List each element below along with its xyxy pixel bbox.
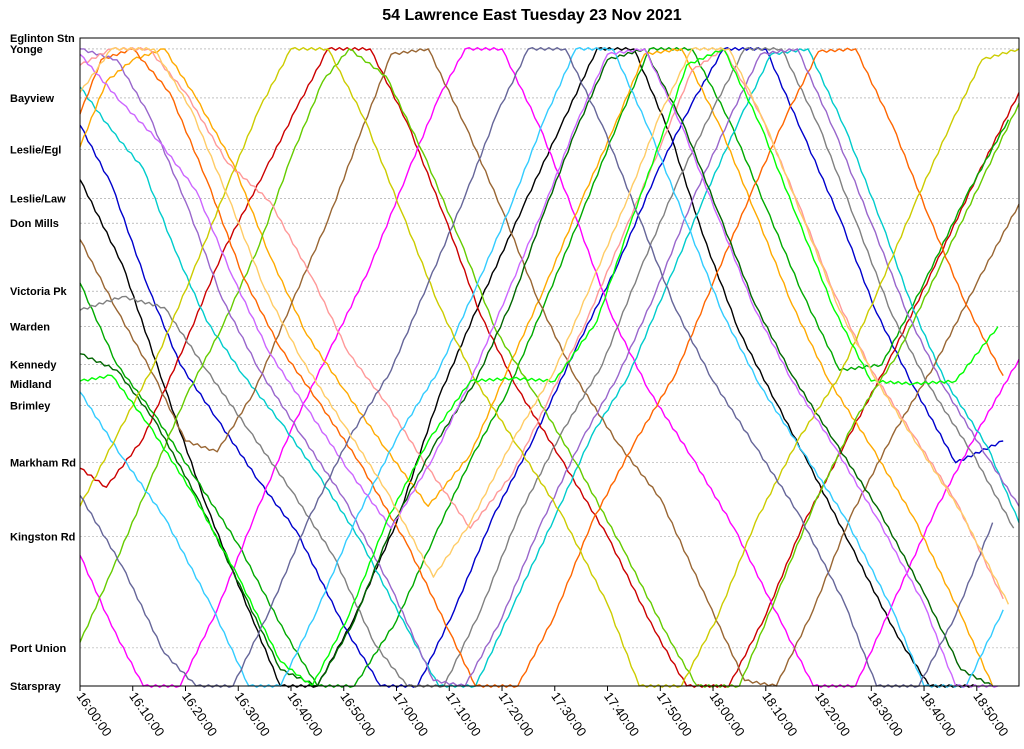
- vehicle-trip-line: [79, 47, 1004, 688]
- time-tick-label: 16:10:00: [126, 689, 167, 739]
- chart-title: 54 Lawrence East Tuesday 23 Nov 2021: [382, 7, 682, 24]
- time-tick-label: 17:50:00: [654, 689, 695, 739]
- vehicle-trip-line: [79, 48, 994, 687]
- stop-label: Eglinton Stn: [10, 33, 75, 45]
- vehicle-trip-line: [79, 47, 1020, 688]
- time-tick-label: 18:20:00: [812, 689, 853, 739]
- stop-label: Starspray: [10, 681, 62, 693]
- stop-label: Victoria Pk: [10, 286, 68, 298]
- stop-label: Brimley: [10, 401, 51, 413]
- vehicle-trip-line: [79, 47, 1015, 688]
- vehicle-trip-line: [79, 47, 1010, 688]
- time-labels: 16:00:00 16:10:00 16:20:00 16:30:00 16:40:00…: [74, 686, 1012, 739]
- stop-label: Markham Rd: [10, 458, 76, 470]
- vehicle-trip-line: [79, 47, 1004, 688]
- plot-frame: [79, 37, 1020, 687]
- time-tick-label: 16:30:00: [232, 689, 273, 739]
- time-tick-label: 18:10:00: [759, 689, 800, 739]
- series-layer: [79, 47, 1020, 688]
- stop-label: Port Union: [10, 643, 66, 655]
- time-tick-label: 18:50:00: [970, 689, 1011, 739]
- time-tick-label: 16:50:00: [337, 689, 378, 739]
- frame-layer: [79, 37, 1020, 687]
- time-tick-label: 17:10:00: [443, 689, 484, 739]
- time-tick-label: 17:00:00: [390, 689, 431, 739]
- stop-label: Don Mills: [10, 218, 59, 230]
- time-tick-label: 17:30:00: [548, 689, 589, 739]
- stop-label: Kennedy: [10, 360, 57, 372]
- vehicle-trip-line: [79, 47, 1004, 688]
- vehicle-trip-line: [80, 48, 1020, 687]
- vehicle-trip-line: [79, 47, 1010, 605]
- vehicle-trip-line: [79, 48, 999, 688]
- time-tick-label: 18:40:00: [918, 689, 959, 739]
- vehicle-trip-line: [79, 48, 1020, 688]
- vehicle-trip-line: [79, 48, 994, 687]
- vehicle-trip-line: [79, 47, 994, 688]
- time-tick-label: 18:30:00: [865, 689, 906, 739]
- time-tick-label: 16:00:00: [74, 689, 115, 739]
- stop-label: Leslie/Egl: [10, 145, 61, 157]
- time-tick-label: 17:40:00: [601, 689, 642, 739]
- time-tick-label: 16:40:00: [285, 689, 326, 739]
- time-tick-label: 18:00:00: [707, 689, 748, 739]
- time-tick-label: 17:20:00: [496, 689, 537, 739]
- stop-label: Leslie/Law: [10, 194, 66, 206]
- time-tick-label: 16:20:00: [179, 689, 220, 739]
- vehicle-trip-line: [79, 48, 999, 687]
- vehicle-trip-line: [79, 48, 1020, 687]
- stop-label: Bayview: [10, 93, 54, 105]
- stop-label: Midland: [10, 379, 52, 391]
- stop-label: Warden: [10, 322, 50, 334]
- vehicle-trip-line: [79, 48, 1020, 688]
- stop-label: Kingston Rd: [10, 531, 75, 543]
- grid-layer: [80, 37, 1019, 687]
- stop-label: Yonge: [10, 44, 43, 56]
